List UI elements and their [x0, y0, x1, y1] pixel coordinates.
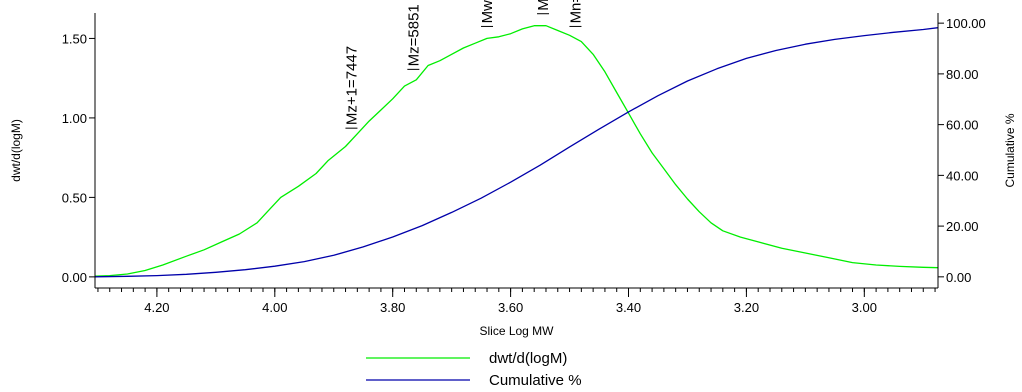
- marker-label: Mz+1=7447: [343, 46, 360, 125]
- dwt-dlogm-series-line: [94, 25, 939, 277]
- x-axis-title: Slice Log MW: [479, 324, 554, 338]
- legend: dwt/d(logM) Cumulative %: [366, 350, 582, 389]
- y2-tick-label: 0.00: [946, 270, 971, 285]
- y2-tick-label: 40.00: [946, 168, 979, 183]
- plot-area: [94, 25, 939, 278]
- legend-label: dwt/d(logM): [489, 350, 567, 367]
- x-tick-label: 3.20: [734, 300, 759, 315]
- x-tick-label: 3.00: [852, 300, 877, 315]
- x-tick-label: 3.80: [380, 300, 405, 315]
- y2-tick-label: 80.00: [946, 67, 979, 82]
- x-tick-label: 3.60: [498, 300, 523, 315]
- y-axis-title: dwt/d(logM): [9, 119, 23, 182]
- axes: 4.20 4.00 3.80 3.60 3.40 3.20 3.00 0.00 0.50 1.00…: [9, 13, 1017, 338]
- y2-tick-label: 20.00: [946, 219, 979, 234]
- y2-tick-label: 60.00: [946, 118, 979, 133]
- y-tick-label: 0.00: [62, 270, 87, 285]
- marker-label: Mn=3079: [567, 0, 584, 23]
- marker-label: Mz=5851: [405, 4, 422, 66]
- y2-tick-label: 100.00: [946, 16, 986, 31]
- y-tick-label: 0.50: [62, 190, 87, 205]
- y-tick-label: 1.50: [62, 31, 87, 46]
- x-tick-label: 4.00: [262, 300, 287, 315]
- y-tick-label: 1.00: [62, 111, 87, 126]
- x-tick-label: 4.20: [144, 300, 169, 315]
- y2-axis-title: Cumulative %: [1003, 113, 1017, 187]
- marker-label: MP=3420: [535, 0, 552, 11]
- marker-label: Mw=4349: [479, 0, 496, 23]
- legend-label: Cumulative %: [489, 372, 582, 389]
- cumulative-series-line: [94, 27, 939, 278]
- x-tick-label: 3.40: [616, 300, 641, 315]
- molecular-weight-markers: Mz+1=7447 Mz=5851 Mw=4349 MP=3420 Mn=3079: [343, 0, 584, 129]
